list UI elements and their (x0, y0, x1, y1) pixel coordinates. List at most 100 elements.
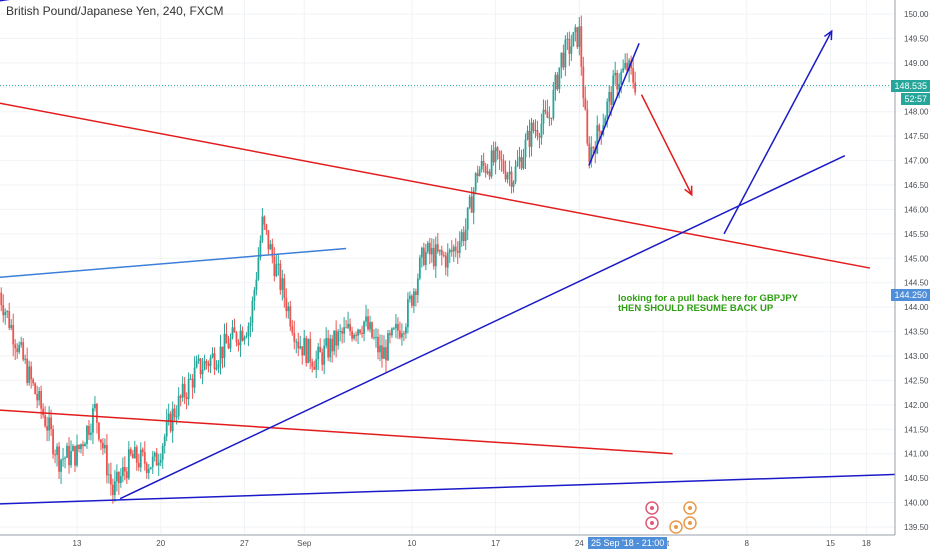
candle-body (289, 306, 292, 327)
candle-body (303, 337, 306, 356)
candle-body (452, 246, 455, 252)
candle-body (514, 166, 517, 182)
candle-body (88, 425, 90, 435)
candle-body (371, 322, 373, 338)
candle-body (98, 422, 100, 440)
candle-body (600, 131, 603, 135)
candle-body (315, 359, 318, 370)
candle-body (195, 360, 198, 368)
candle-body (36, 393, 39, 401)
candle-body (102, 442, 104, 449)
candle-body (153, 452, 156, 457)
candle-body (205, 361, 208, 364)
candle-body (237, 342, 240, 346)
candle-body (548, 117, 551, 119)
candle-body (564, 39, 567, 68)
candle-body (225, 333, 228, 344)
candle-body (608, 91, 611, 102)
candle-body (470, 196, 473, 213)
candle-body (90, 432, 92, 435)
candle-body (34, 383, 37, 394)
candle-body (257, 257, 260, 280)
candle-body (486, 171, 489, 174)
candle-body (60, 459, 62, 472)
chart-annotation: looking for a pull back here for GBPJPY … (618, 294, 798, 314)
candle-body (556, 74, 559, 90)
candle-body (624, 62, 627, 69)
candle-body (412, 291, 415, 306)
candle-body (2, 305, 5, 316)
candle-body (552, 89, 555, 119)
candle-body (596, 125, 599, 154)
price-axis-bg (895, 0, 932, 550)
candle-body (432, 247, 435, 267)
candle-body (307, 338, 310, 363)
candle-body (518, 157, 521, 162)
y-tick-label: 141.00 (904, 450, 929, 459)
y-tick-label: 147.50 (904, 132, 929, 141)
candle-body (375, 336, 377, 338)
candle-body (193, 367, 196, 388)
candle-body (80, 444, 82, 449)
candle-body (367, 316, 369, 330)
candle-body (127, 449, 130, 479)
candle-body (359, 329, 361, 333)
candle-body (151, 456, 154, 468)
candle-body (536, 130, 539, 137)
candle-body (323, 345, 326, 365)
candle-body (546, 111, 549, 118)
candle-body (171, 408, 174, 432)
candle-body (147, 468, 150, 474)
candle-body (129, 449, 132, 454)
candle-body (275, 264, 278, 277)
candle-body (416, 278, 419, 295)
red-arrow-down (640, 94, 693, 196)
candle-body (76, 444, 78, 466)
y-tick-label: 145.00 (904, 254, 929, 263)
candle-body (249, 322, 252, 327)
candle-body (293, 332, 296, 342)
candle-body (464, 229, 467, 242)
candle-body (468, 196, 471, 208)
candle-body (117, 472, 120, 484)
candle-body (209, 357, 212, 367)
candle-body (442, 254, 445, 256)
candle-body (387, 333, 389, 361)
candle-body (490, 150, 493, 177)
candle-body (428, 242, 431, 255)
candle-body (434, 244, 437, 267)
y-tick-label: 143.00 (904, 352, 929, 361)
candle-body (335, 330, 338, 346)
candle-body (143, 452, 146, 464)
candle-body (321, 352, 324, 365)
event-marker-dot (674, 525, 678, 529)
candle-body (92, 408, 94, 433)
candle-body (263, 216, 266, 225)
candle-body (145, 463, 148, 474)
candle-body (46, 426, 48, 431)
candle-body (279, 263, 282, 291)
candle-body (516, 161, 519, 167)
chart-title: British Pound/Japanese Yen, 240, FXCM (6, 4, 224, 18)
x-tick-label: 8 (745, 539, 750, 548)
candle-body (235, 332, 238, 343)
price-level-tag: 144.250 (891, 288, 930, 301)
candle-body (554, 74, 557, 90)
candle-body (189, 378, 192, 380)
candle-body (438, 249, 441, 252)
candle-body (181, 383, 184, 398)
candle-body (38, 390, 41, 401)
candle-body (28, 366, 31, 383)
candle-body (111, 484, 114, 496)
candle-body (506, 174, 509, 180)
candle-body (100, 439, 102, 443)
candle-body (512, 181, 515, 187)
candle-body (66, 445, 68, 458)
candle-body (504, 171, 507, 180)
candle-body (508, 171, 511, 175)
candle-body (618, 83, 621, 90)
candle-body (534, 130, 537, 132)
candle-body (48, 417, 50, 431)
x-tick-label: 13 (73, 539, 82, 548)
candle-body (74, 445, 76, 466)
